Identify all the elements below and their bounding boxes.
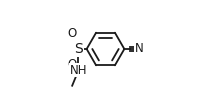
Text: O: O bbox=[67, 27, 77, 40]
Text: S: S bbox=[74, 42, 83, 56]
Text: N: N bbox=[135, 43, 143, 55]
Text: O: O bbox=[67, 58, 77, 71]
Text: NH: NH bbox=[70, 64, 87, 77]
